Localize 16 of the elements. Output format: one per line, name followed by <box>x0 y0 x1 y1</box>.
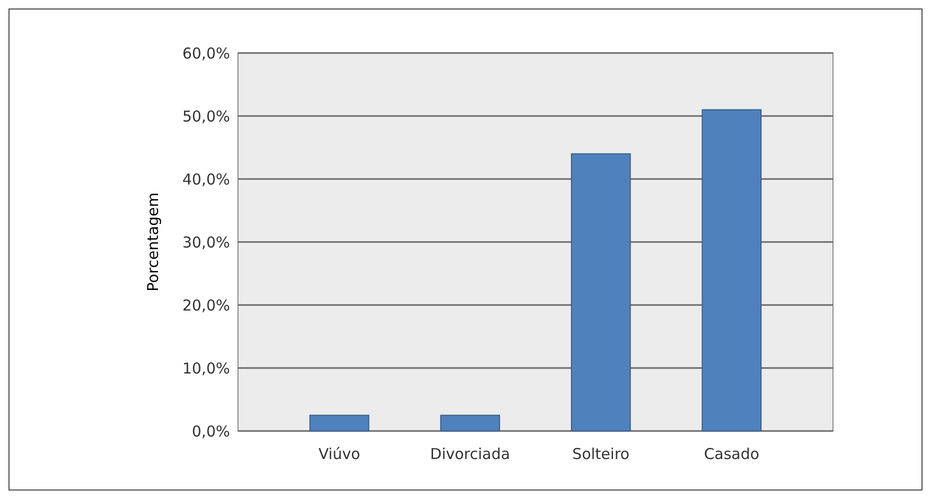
bar <box>702 109 762 432</box>
y-tick-label: 30,0% <box>182 233 230 252</box>
x-tick-label: Casado <box>704 445 760 463</box>
y-tick-label: 40,0% <box>182 170 230 188</box>
y-tick-label: 20,0% <box>182 296 230 314</box>
x-tick-label: Solteiro <box>572 445 630 463</box>
x-tick-label: Divorciada <box>430 445 510 463</box>
y-tick-label: 60,0% <box>182 44 230 62</box>
bar <box>440 414 500 432</box>
y-tick-label: 50,0% <box>182 107 230 126</box>
x-tick-label: Viúvo <box>318 445 360 463</box>
bar <box>570 153 631 432</box>
bar <box>309 414 370 432</box>
y-tick-label: 0,0% <box>192 422 230 440</box>
y-axis-title: Porcentagem <box>144 192 162 292</box>
y-tick-label: 10,0% <box>182 359 230 378</box>
